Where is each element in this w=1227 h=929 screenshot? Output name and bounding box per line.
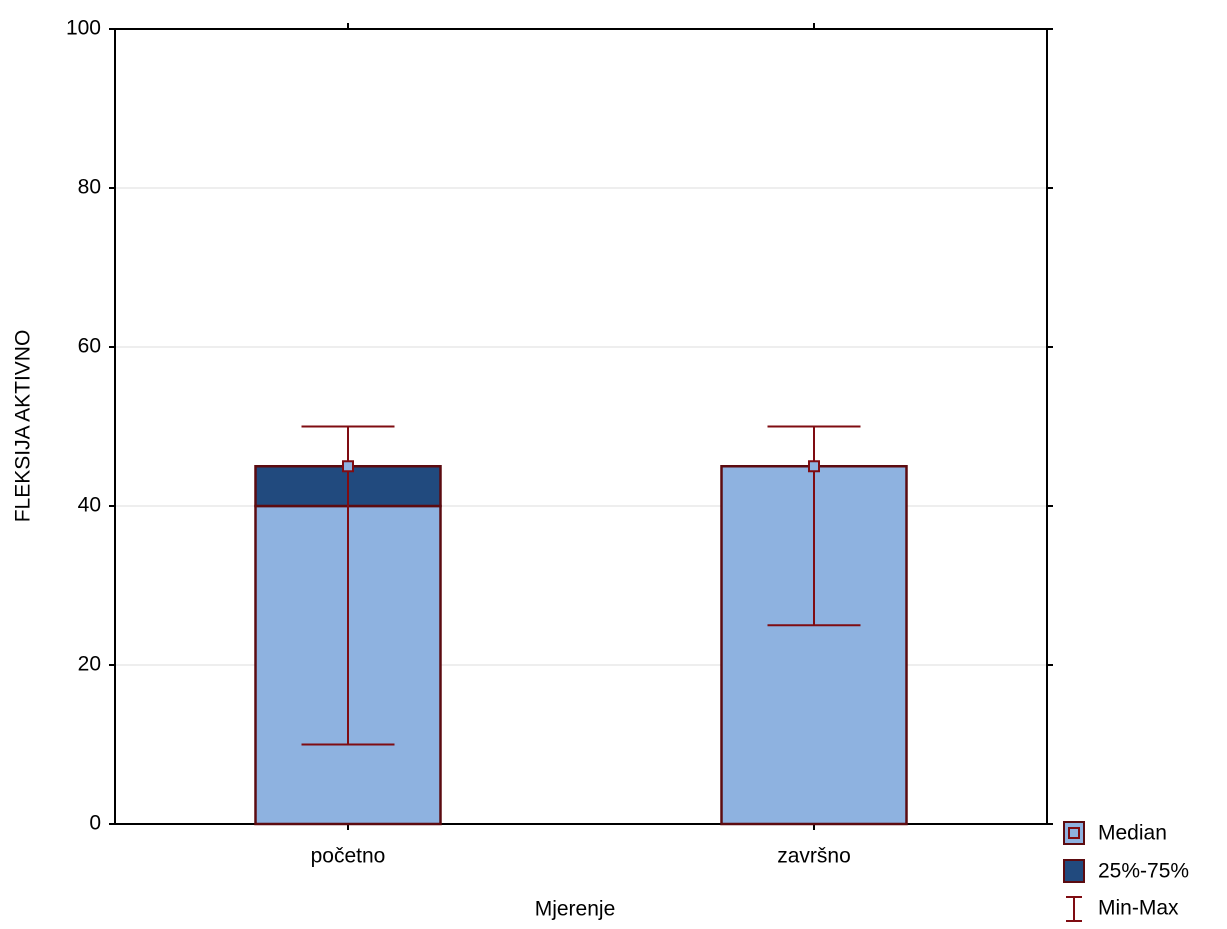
y-tick-label: 80 <box>78 176 101 199</box>
legend-icon <box>1063 859 1085 883</box>
x-axis-label: Mjerenje <box>535 898 616 921</box>
y-tick-label: 100 <box>66 17 101 40</box>
median-marker <box>342 460 354 473</box>
plot-frame <box>114 28 1048 825</box>
y-tick-label: 60 <box>78 335 101 358</box>
y-tick-label: 0 <box>89 812 101 835</box>
x-tick-label: završno <box>777 845 851 868</box>
legend-label: 25%-75% <box>1098 860 1189 883</box>
y-tick-label: 40 <box>78 494 101 517</box>
y-axis-label: FLEKSIJA AKTIVNO <box>12 330 35 523</box>
y-tick-label: 20 <box>78 653 101 676</box>
legend-label: Median <box>1098 822 1167 845</box>
median-marker <box>808 460 820 473</box>
legend-label: Min-Max <box>1098 897 1179 920</box>
base-bar <box>720 465 908 826</box>
legend-icon <box>1068 827 1080 839</box>
x-tick-label: početno <box>311 845 386 868</box>
